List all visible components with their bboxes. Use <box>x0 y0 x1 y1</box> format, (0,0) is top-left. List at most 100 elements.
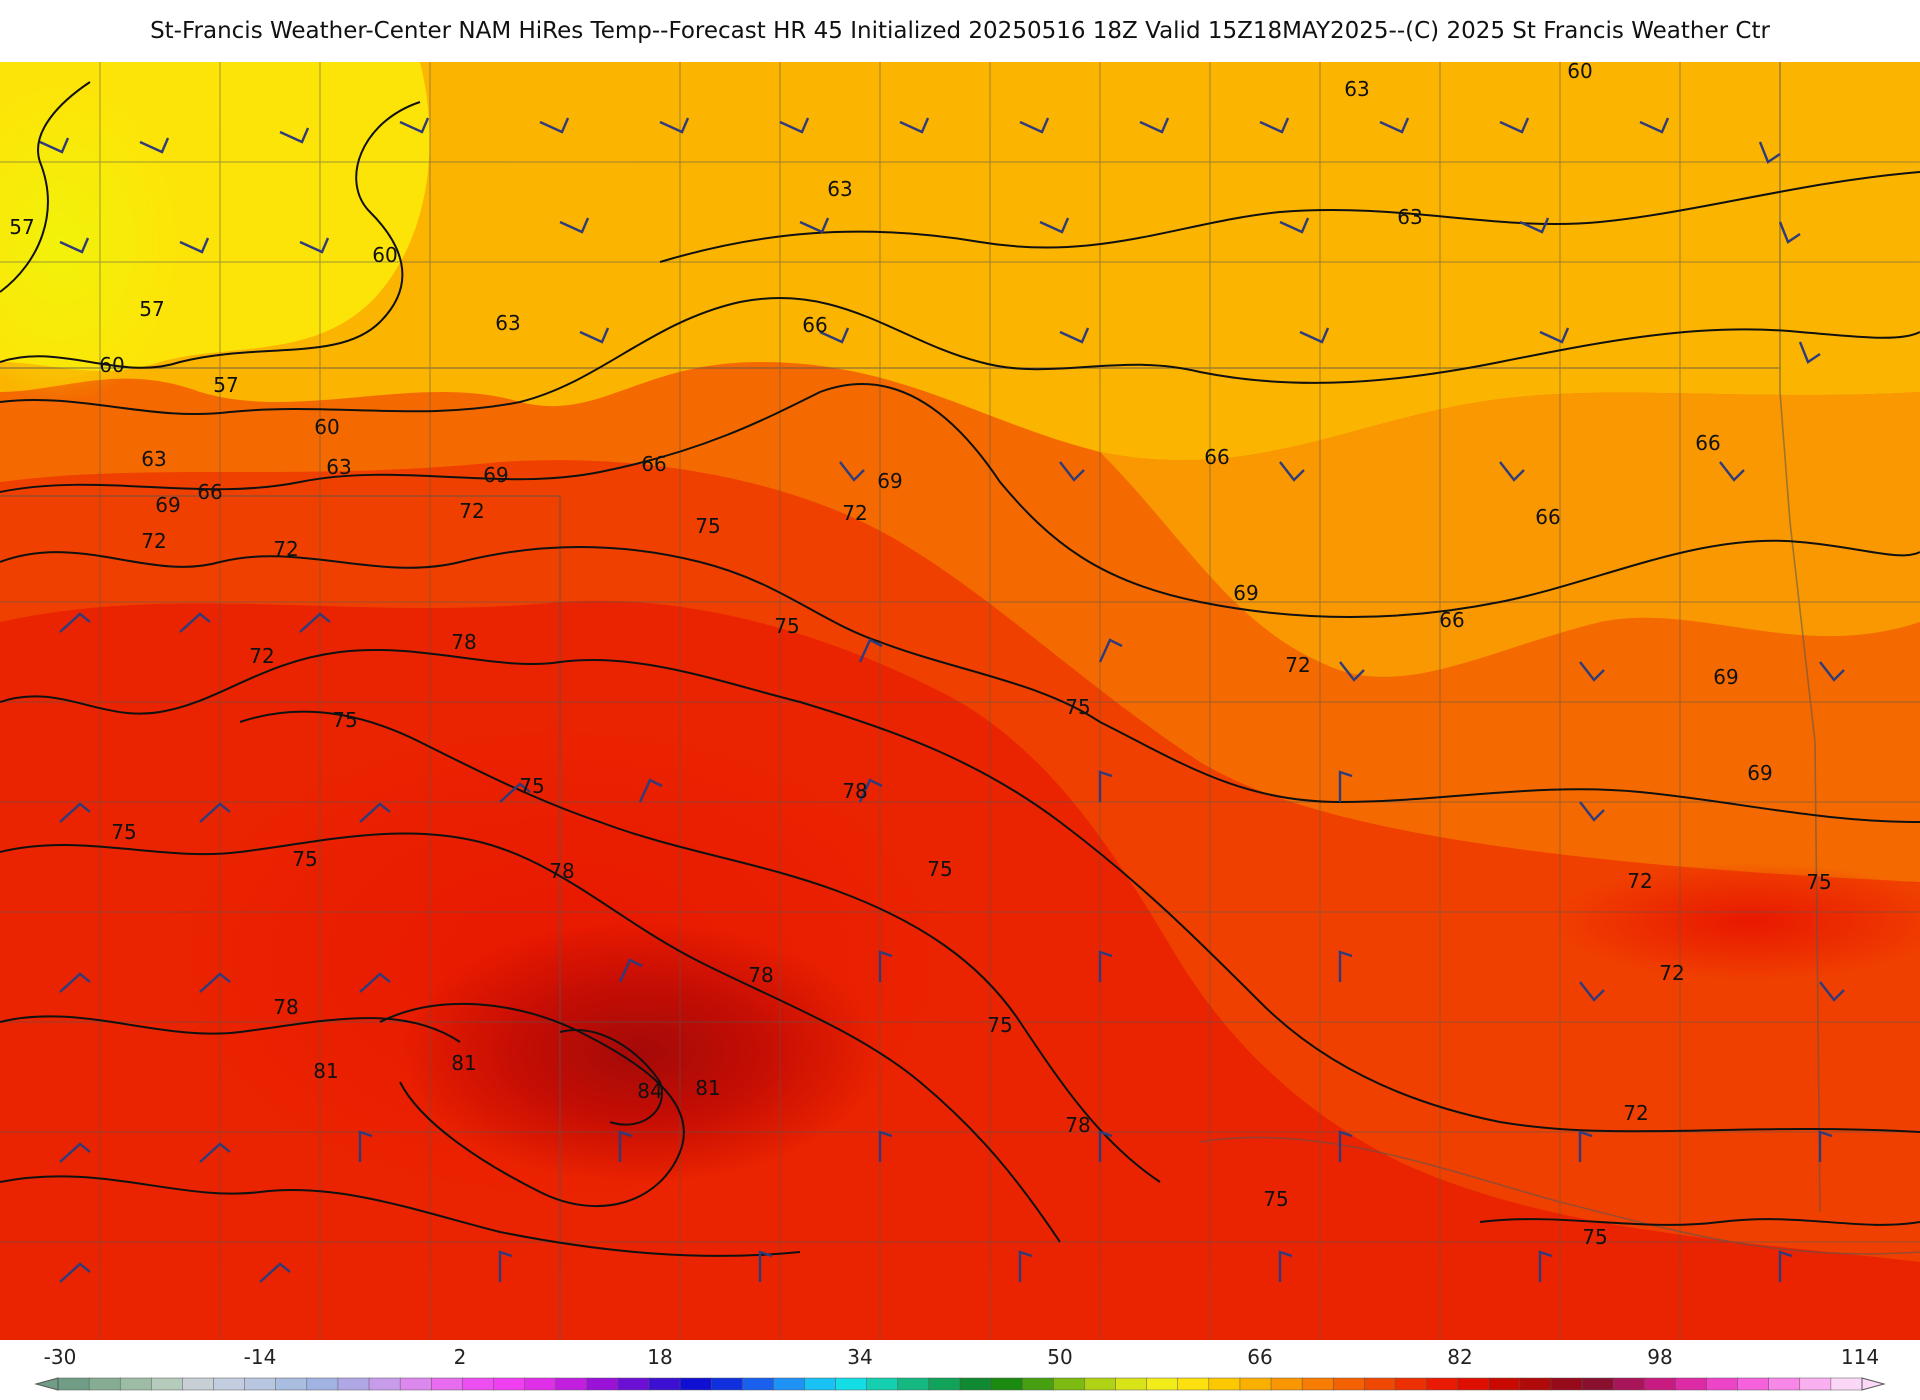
scale-tick-label: -30 <box>44 1345 77 1369</box>
contour-label: 81 <box>451 1051 476 1075</box>
color-swatch <box>1208 1377 1241 1391</box>
color-swatch <box>710 1377 744 1391</box>
color-swatch <box>555 1377 588 1391</box>
contour-label: 81 <box>695 1076 720 1100</box>
color-swatch <box>524 1377 557 1391</box>
contour-label: 57 <box>139 297 164 321</box>
contour-label: 66 <box>1695 431 1720 455</box>
color-swatch <box>773 1377 806 1391</box>
scale-tick-label: 98 <box>1647 1345 1672 1369</box>
scale-tick-label: -14 <box>244 1345 277 1369</box>
contour-label: 66 <box>197 480 222 504</box>
color-swatch <box>1737 1377 1770 1391</box>
color-swatch <box>1550 1377 1583 1391</box>
color-swatch <box>1301 1377 1334 1391</box>
contour-label: 75 <box>695 514 720 538</box>
color-swatch <box>959 1377 992 1391</box>
scale-tick-label: 18 <box>647 1345 672 1369</box>
color-swatch <box>835 1377 868 1391</box>
contour-label: 69 <box>1713 665 1738 689</box>
color-swatch <box>306 1377 339 1391</box>
color-swatch <box>1581 1377 1614 1391</box>
contour-label: 60 <box>314 415 339 439</box>
scale-max-arrow <box>1861 1377 1886 1391</box>
isotherms <box>0 81 1920 1257</box>
contour-label: 66 <box>1439 608 1464 632</box>
contour-label: 60 <box>1567 62 1592 83</box>
color-swatch <box>1675 1377 1708 1391</box>
contour-label: 78 <box>842 779 867 803</box>
color-swatch <box>1830 1377 1863 1391</box>
contour-label: 75 <box>927 857 952 881</box>
scale-tick-label: 34 <box>847 1345 872 1369</box>
contour-label: 75 <box>332 708 357 732</box>
color-swatch <box>617 1377 650 1391</box>
color-swatch <box>1799 1377 1832 1391</box>
color-swatch <box>88 1377 121 1391</box>
color-swatch <box>1768 1377 1801 1391</box>
contour-label: 75 <box>1582 1225 1607 1249</box>
contour-label: 63 <box>141 447 166 471</box>
color-swatch <box>1146 1377 1179 1391</box>
contour-label: 66 <box>1535 505 1560 529</box>
color-scale-bar: -30 -14 2 18 34 50 66 82 98 114 <box>34 1345 1886 1391</box>
contour-label: 72 <box>1623 1101 1648 1125</box>
color-swatch <box>742 1377 775 1391</box>
contour-label: 72 <box>1659 961 1684 985</box>
contour-label: 69 <box>1233 581 1258 605</box>
contour-label: 72 <box>249 644 274 668</box>
contour-label: 60 <box>99 353 124 377</box>
contour-label: 78 <box>549 859 574 883</box>
color-swatch <box>586 1377 619 1391</box>
contour-label: 75 <box>519 774 544 798</box>
contour-label: 78 <box>748 963 773 987</box>
temp-field-hot-core <box>400 922 880 1182</box>
contour-label: 75 <box>1806 870 1831 894</box>
contour-label: 78 <box>273 995 298 1019</box>
contour-label: 60 <box>372 243 397 267</box>
color-swatch <box>1270 1377 1303 1391</box>
contour-labels: 57 57 57 60 60 60 60 63 63 63 63 63 63 66 66 66 66 66 66 66… <box>9 62 1831 1249</box>
scale-min-arrow <box>34 1377 59 1391</box>
temp-field-east-warm <box>1550 862 1920 982</box>
color-swatch <box>493 1377 526 1391</box>
temp-field-northeast <box>1100 392 1920 677</box>
color-swatch <box>151 1377 184 1391</box>
contour-label: 75 <box>774 614 799 638</box>
contour-label: 75 <box>1263 1187 1288 1211</box>
map-title: St-Francis Weather-Center NAM HiRes Temp… <box>150 18 1770 44</box>
contour-label: 69 <box>155 493 180 517</box>
contour-label: 63 <box>326 455 351 479</box>
color-swatch <box>648 1377 681 1391</box>
color-swatch <box>1395 1377 1428 1391</box>
color-swatch <box>213 1377 246 1391</box>
contour-label: 72 <box>1285 653 1310 677</box>
color-swatch <box>462 1377 495 1391</box>
color-swatch <box>1644 1377 1677 1391</box>
color-swatch <box>1612 1377 1646 1391</box>
contour-label: 66 <box>1204 445 1229 469</box>
contour-label: 81 <box>313 1059 338 1083</box>
color-swatch <box>679 1377 712 1391</box>
color-swatch <box>368 1377 401 1391</box>
color-swatch <box>1457 1377 1490 1391</box>
contour-label: 72 <box>273 537 298 561</box>
color-swatch <box>119 1377 153 1391</box>
scale-tick-label: 2 <box>454 1345 467 1369</box>
color-swatch <box>1177 1377 1210 1391</box>
color-swatch <box>275 1377 308 1391</box>
color-swatch <box>430 1377 464 1391</box>
scale-tick-label: 66 <box>1247 1345 1272 1369</box>
scale-tick-label: 82 <box>1447 1345 1472 1369</box>
color-scale-ticks: -30 -14 2 18 34 50 66 82 98 114 <box>44 1345 1879 1369</box>
contour-label: 69 <box>877 469 902 493</box>
color-swatch <box>990 1377 1023 1391</box>
contour-label: 75 <box>111 820 136 844</box>
color-swatch <box>244 1377 277 1391</box>
scale-tick-label: 114 <box>1841 1345 1879 1369</box>
contour-label: 75 <box>292 847 317 871</box>
color-swatch <box>1364 1377 1397 1391</box>
contour-label: 78 <box>451 630 476 654</box>
boundaries <box>0 62 1920 1340</box>
color-swatch <box>1115 1377 1148 1391</box>
